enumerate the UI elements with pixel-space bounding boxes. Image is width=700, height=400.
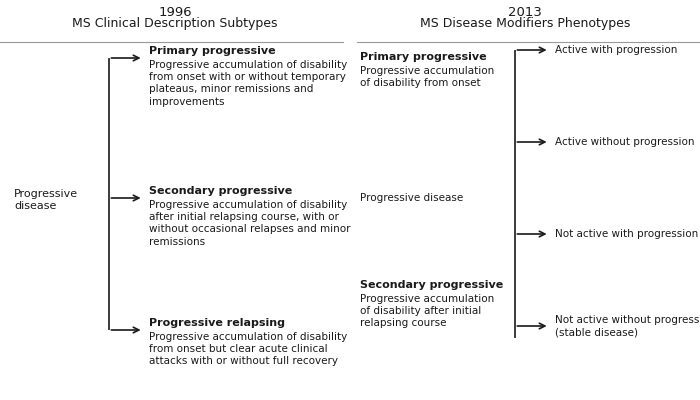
Text: Progressive accumulation
of disability from onset: Progressive accumulation of disability f…: [360, 66, 495, 88]
Text: Primary progressive: Primary progressive: [360, 52, 487, 62]
Text: Progressive accumulation of disability
after initial relapsing course, with or
w: Progressive accumulation of disability a…: [149, 200, 351, 247]
Text: Not active with progression: Not active with progression: [555, 229, 699, 239]
Text: Progressive accumulation of disability
from onset with or without temporary
plat: Progressive accumulation of disability f…: [149, 60, 347, 107]
Text: Secondary progressive: Secondary progressive: [149, 186, 293, 196]
Text: Progressive relapsing: Progressive relapsing: [149, 318, 285, 328]
Text: Primary progressive: Primary progressive: [149, 46, 276, 56]
Text: Progressive accumulation of disability
from onset but clear acute clinical
attac: Progressive accumulation of disability f…: [149, 332, 347, 366]
Text: 2013: 2013: [508, 6, 542, 19]
Text: 1996: 1996: [158, 6, 192, 19]
Text: Active with progression: Active with progression: [555, 45, 678, 55]
Text: MS Disease Modifiers Phenotypes: MS Disease Modifiers Phenotypes: [420, 17, 630, 30]
Text: Secondary progressive: Secondary progressive: [360, 280, 504, 290]
Text: MS Clinical Description Subtypes: MS Clinical Description Subtypes: [72, 17, 278, 30]
Text: Progressive
disease: Progressive disease: [14, 189, 78, 211]
Text: Active without progression: Active without progression: [555, 137, 694, 147]
Text: Progressive disease: Progressive disease: [360, 193, 463, 203]
Text: Progressive accumulation
of disability after initial
relapsing course: Progressive accumulation of disability a…: [360, 294, 495, 328]
Text: Not active without progression
(stable disease): Not active without progression (stable d…: [555, 315, 700, 337]
